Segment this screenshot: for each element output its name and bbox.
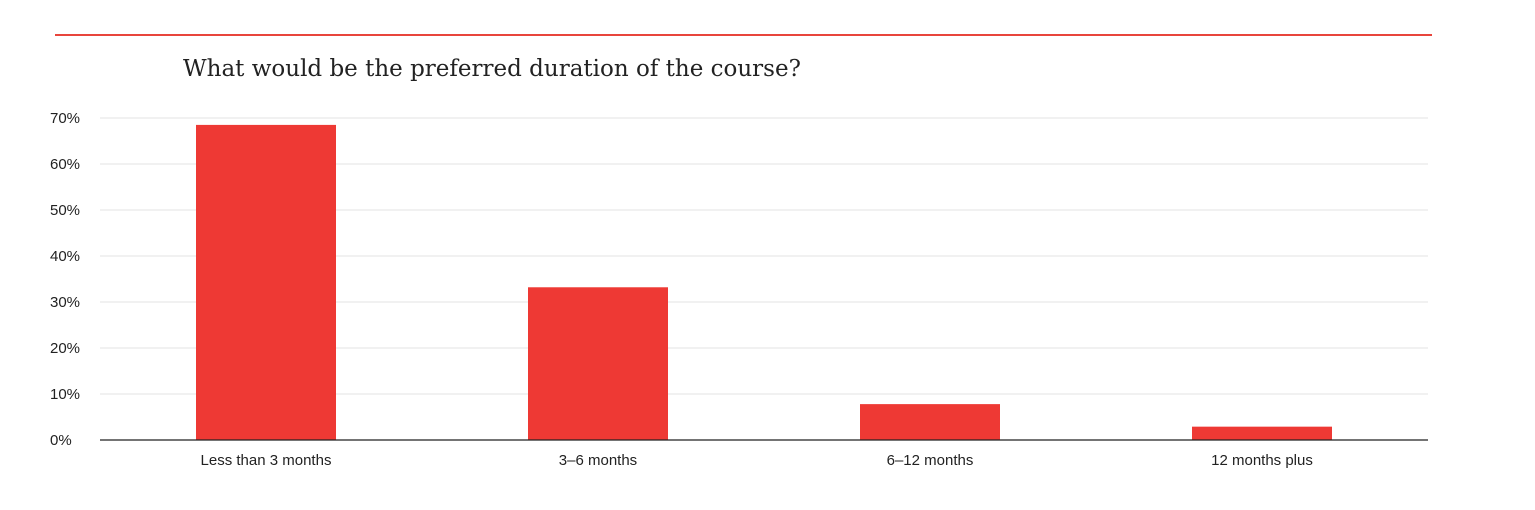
y-tick-label: 20% (50, 340, 80, 357)
y-axis-tick-labels: 0% 10% 20% 30% 40% 50% 60% 70% (50, 110, 80, 449)
header-accent-rule (55, 34, 1432, 36)
x-tick-label: Less than 3 months (201, 452, 332, 469)
y-tick-label: 10% (50, 386, 80, 403)
x-tick-label: 12 months plus (1211, 452, 1313, 469)
y-tick-label: 40% (50, 248, 80, 265)
bar (860, 404, 1000, 440)
bar (528, 287, 668, 440)
bar (196, 124, 336, 441)
y-tick-label: 70% (50, 110, 80, 127)
bar (1192, 426, 1332, 440)
x-tick-label: 6–12 months (887, 452, 974, 469)
y-tick-label: 30% (50, 294, 80, 311)
x-axis-tick-labels: Less than 3 months 3–6 months 6–12 months 1… (201, 452, 1313, 469)
chart-title: What would be the preferred duration of … (183, 56, 801, 82)
y-tick-label: 0% (50, 432, 72, 449)
y-tick-label: 50% (50, 202, 80, 219)
bars (196, 124, 1332, 441)
x-tick-label: 3–6 months (559, 452, 637, 469)
y-tick-label: 60% (50, 156, 80, 173)
